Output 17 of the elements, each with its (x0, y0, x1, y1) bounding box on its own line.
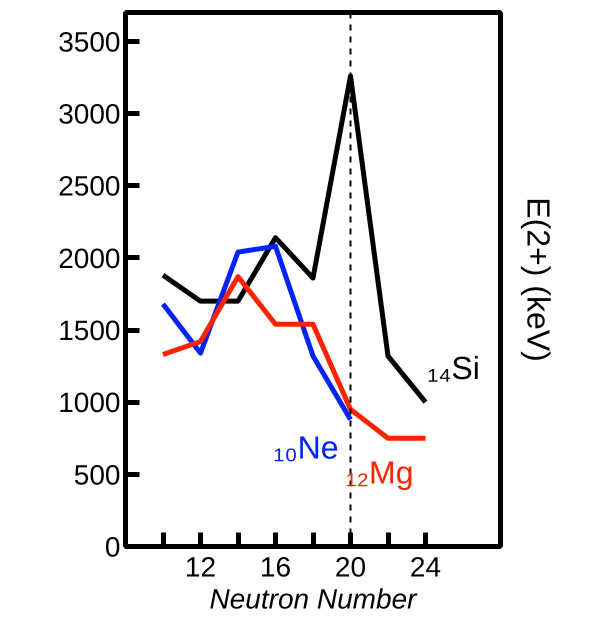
x-axis-title: Neutron Number (210, 584, 418, 614)
y-tick-label: 2500 (58, 170, 121, 202)
x-tick-label: 16 (260, 552, 292, 582)
y-tick-label: 1000 (58, 387, 121, 418)
series-label: ₁₂Mg (346, 454, 414, 490)
y-tick-label: 500 (74, 459, 120, 490)
series-label: ₁₄Si (428, 350, 480, 386)
y-axis-title: E(2+) (keV) (520, 197, 556, 362)
x-tick-label: 20 (334, 552, 366, 582)
y-tick-label: 3500 (58, 26, 121, 58)
series-label: ₁₀Ne (274, 429, 338, 466)
x-tick-label: 24 (410, 552, 442, 582)
y-tick-label: 3000 (58, 98, 121, 130)
y-tick-label: 1500 (58, 315, 121, 346)
y-tick-label: 0 (104, 532, 121, 562)
y-tick-label: 2000 (58, 242, 121, 274)
x-tick-label: 12 (184, 552, 216, 582)
